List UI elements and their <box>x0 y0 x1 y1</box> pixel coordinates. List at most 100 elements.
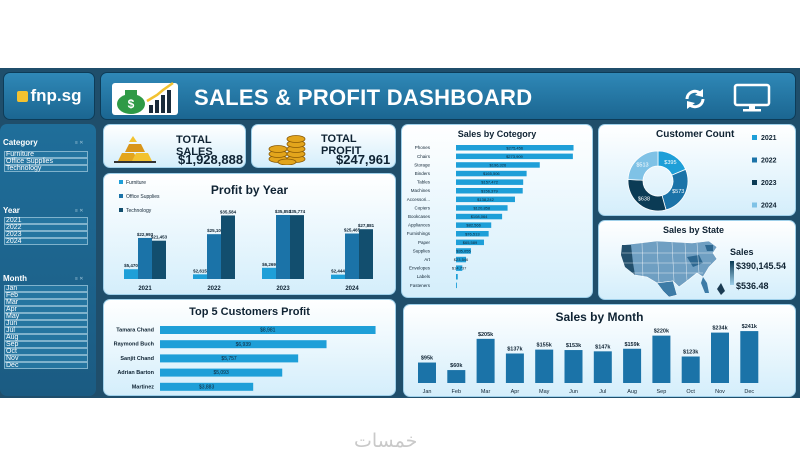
legend-label: 2021 <box>761 135 777 142</box>
bar <box>160 354 299 363</box>
tick-label: Appliances <box>408 223 431 228</box>
tick-label: Tables <box>417 180 431 185</box>
slicer-item-mar[interactable]: Mar <box>4 299 88 306</box>
tick-label: Feb <box>452 389 461 395</box>
data-label: $138,242 <box>477 197 494 202</box>
total-sales-label: TOTAL SALES <box>176 134 213 158</box>
bar <box>456 179 524 185</box>
clear-filter-icon[interactable]: ≡ ✕ <box>75 208 84 214</box>
data-label: $153k <box>566 343 582 349</box>
legend-swatch <box>752 202 757 208</box>
slicer-item-dec[interactable]: Dec <box>4 362 88 369</box>
bar <box>262 267 276 279</box>
data-label: $196,326 <box>490 163 507 168</box>
slicer-item-technology[interactable]: Technology <box>4 165 88 172</box>
map-legend-title: Sales <box>730 247 754 257</box>
slicer-item-2023[interactable]: 2023 <box>4 231 88 238</box>
sales-by-state-card: Sales by State Sales $390,145.54 $536.48 <box>598 220 796 300</box>
sales-by-state-title: Sales by State <box>663 225 725 235</box>
bar <box>160 368 283 377</box>
data-label: $155k <box>537 343 553 349</box>
slicer-item-2021[interactable]: 2021 <box>4 217 88 224</box>
bar <box>138 237 152 279</box>
bar <box>652 335 671 383</box>
slicer-item-2024[interactable]: 2024 <box>4 238 88 245</box>
slicer-item-apr[interactable]: Apr <box>4 306 88 313</box>
tick-label: Martinez <box>132 384 155 390</box>
tick-label: Accessori... <box>407 197 430 202</box>
slicer-item-2022[interactable]: 2022 <box>4 224 88 231</box>
sales-by-month-card: Sales by Month $95k Jan $60k Feb $205k Mar $13… <box>403 304 796 397</box>
slicer-item-oct[interactable]: Oct <box>4 348 88 355</box>
sales-by-month-chart: $95k Jan $60k Feb $205k Mar $137k Apr $155k May $1… <box>418 324 759 395</box>
slicer-item-jun[interactable]: Jun <box>4 320 88 327</box>
monitor-icon[interactable] <box>733 83 771 113</box>
data-label: $25,465 <box>344 228 361 233</box>
bar <box>623 348 642 383</box>
data-label: $5,093 <box>213 370 229 376</box>
sales-by-category-chart: Phones $275,456 Chairs $273,909 Storage $196,… <box>407 145 574 289</box>
slicer-item-sep[interactable]: Sep <box>4 341 88 348</box>
data-label: $35,584 <box>220 209 237 214</box>
tick-label: 2023 <box>276 286 290 292</box>
bar <box>160 326 376 334</box>
bar <box>456 205 508 211</box>
bar <box>564 350 583 383</box>
tick-label: Apr <box>511 389 520 395</box>
data-label: $123k <box>683 350 699 356</box>
sales-by-category-card: Sales by Cotegory Phones $275,456 Chairs $2… <box>401 124 593 298</box>
tick-label: Sep <box>657 389 667 395</box>
bar <box>207 234 221 279</box>
top-customers-title: Top 5 Customers Profit <box>189 306 310 318</box>
data-label: $108,064 <box>471 214 488 219</box>
legend-swatch <box>119 194 123 198</box>
legend-swatch <box>752 135 757 140</box>
slicer-item-furniture[interactable]: Furniture <box>4 151 88 158</box>
clear-filter-icon[interactable]: ≡ ✕ <box>75 276 84 282</box>
profit-by-year-card: Profit by Year Furniture Office Supplies T… <box>103 173 396 295</box>
tick-label: Sanjit Chand <box>120 356 154 362</box>
tick-label: Bookcases <box>408 214 431 219</box>
legend-label: 2024 <box>761 203 777 210</box>
slicer-item-nov[interactable]: Nov <box>4 355 88 362</box>
slicer-item-aug[interactable]: Aug <box>4 334 88 341</box>
bar <box>331 274 345 279</box>
coin-stacks-icon <box>268 135 306 165</box>
bar <box>456 274 458 280</box>
legend-swatch <box>752 157 757 163</box>
clear-filter-icon[interactable]: ≡ ✕ <box>75 140 84 146</box>
refresh-icon[interactable] <box>683 87 707 111</box>
data-label: $60k <box>450 363 463 369</box>
slicer-item-may[interactable]: May <box>4 313 88 320</box>
profit-by-year-title: Profit by Year <box>210 183 289 197</box>
data-label: $220k <box>654 329 670 335</box>
data-label: $2,444 <box>331 269 345 274</box>
slicer-item-office-supplies[interactable]: Office Supplies <box>4 158 88 165</box>
data-label: $82,566 <box>466 223 481 228</box>
bar <box>152 240 166 279</box>
brand-logo: fnp.sg <box>3 72 95 120</box>
tick-label: Jul <box>599 389 606 395</box>
data-label: $35,853 <box>275 209 292 214</box>
bar <box>456 256 467 263</box>
data-label: $14,737 <box>452 266 467 271</box>
bar <box>359 229 373 279</box>
customer-count-title: Customer Count <box>656 129 735 140</box>
data-label: $120,858 <box>473 206 490 211</box>
bar <box>418 362 436 383</box>
data-label: $5,757 <box>221 356 237 362</box>
category-slicer-title: Category <box>3 138 38 147</box>
bar <box>456 162 540 168</box>
map-legend-max: $390,145.54 <box>736 261 787 271</box>
tick-label: Oct <box>686 389 695 395</box>
total-sales-card: TOTAL SALES $1,928,888 <box>103 124 246 168</box>
data-label: $23,546 <box>454 257 469 262</box>
tick-label: Storage <box>414 162 430 167</box>
top-customers-card: Top 5 Customers Profit Tamara Chand $8,98… <box>103 299 396 396</box>
slicer-item-jul[interactable]: Jul <box>4 327 88 334</box>
slicer-item-jan[interactable]: Jan <box>4 285 88 292</box>
sales-by-month-title: Sales by Month <box>555 310 644 324</box>
data-label: $22,993 <box>137 232 154 237</box>
slicer-item-feb[interactable]: Feb <box>4 292 88 299</box>
tick-label: Fasteners <box>410 283 431 288</box>
